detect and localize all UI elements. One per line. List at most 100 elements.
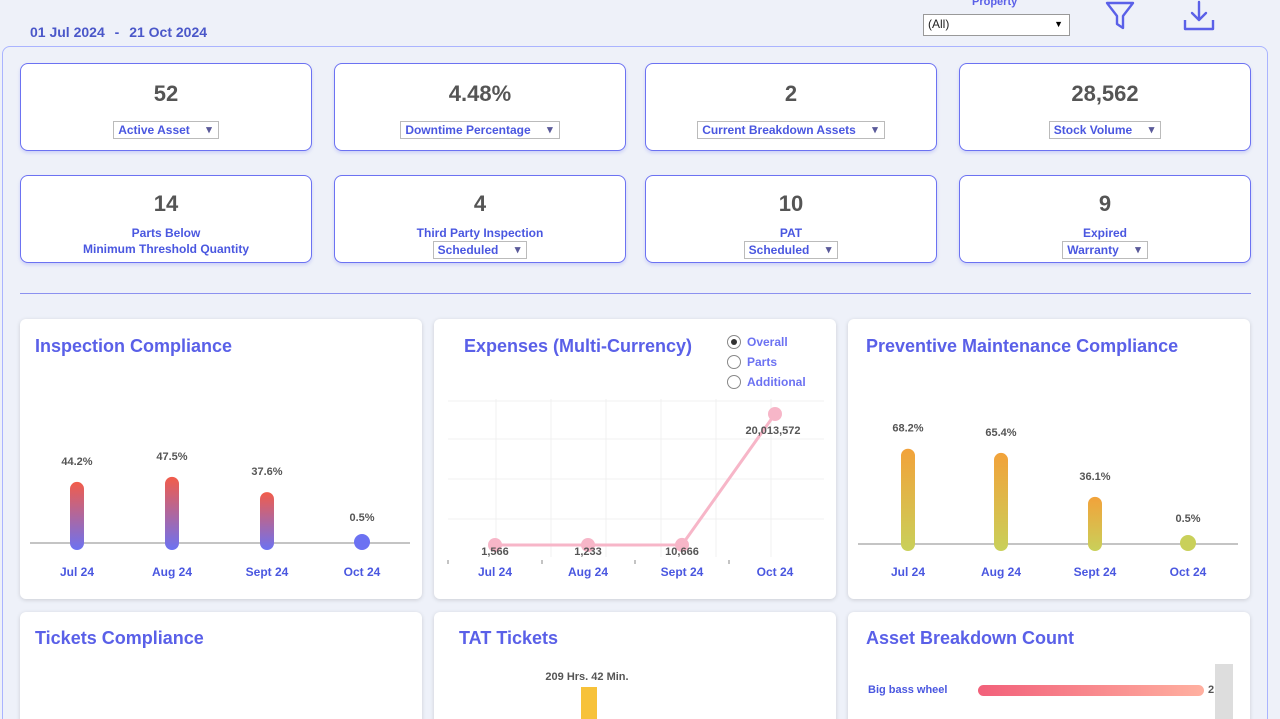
kpi-downtime[interactable]: 4.48% Downtime Percentage: [334, 63, 626, 151]
x-tick-label: Jul 24: [478, 565, 512, 579]
property-value: (All): [928, 17, 950, 31]
date-to: 21 Oct 2024: [129, 24, 208, 40]
x-tick-label: Sept 24: [661, 565, 704, 579]
bar-value-label: 209 Hrs. 42 Min.: [545, 671, 629, 683]
tat-tickets-card: TAT Tickets 209 Hrs. 42 Min.: [434, 612, 836, 719]
kpi-value: 9: [1098, 191, 1112, 216]
kpi-label: Expired: [1082, 226, 1127, 240]
kpi-label: Parts Below Minimum Threshold Quantity: [82, 226, 249, 256]
bar: [165, 476, 179, 550]
section-divider: [20, 293, 1251, 294]
x-tick-label: Sept 24: [1074, 565, 1117, 579]
bar: [994, 452, 1008, 551]
bar: [354, 534, 370, 550]
radio-icon: [727, 375, 741, 389]
data-label: 20,013,572: [745, 425, 800, 437]
date-from: 01 Jul 2024: [30, 24, 105, 40]
bar-value-label: 44.2%: [61, 456, 92, 468]
kpi-third-party-inspection[interactable]: 4 Third Party Inspection Scheduled: [334, 175, 626, 263]
property-select[interactable]: (All) ▼: [923, 14, 1070, 36]
kpi-dropdown[interactable]: Current Breakdown Assets: [697, 121, 885, 139]
expenses-chart: 1,566 Jul 24 1,233 Aug 24 10,666 Sept 24 20,01…: [447, 399, 824, 579]
card-title: Tickets Compliance: [35, 628, 204, 648]
chevron-down-icon: ▼: [1054, 19, 1063, 29]
asset-breakdown-card: Asset Breakdown Count Big bass wheel 2: [848, 612, 1250, 719]
radio-selected-icon: [727, 335, 741, 349]
inspection-chart: 44.2% Jul 24 47.5% Aug 24 37.6% Sept 24 0.5% Oc…: [30, 451, 410, 579]
x-tick-label: Oct 24: [757, 565, 794, 579]
bar-value-label: 65.4%: [985, 427, 1016, 439]
radio-additional[interactable]: Additional: [727, 375, 806, 389]
kpi-dropdown[interactable]: Warranty: [1062, 241, 1148, 259]
kpi-value: 2: [784, 81, 798, 106]
kpi-parts-below-threshold[interactable]: 14 Parts Below Minimum Threshold Quantity: [20, 175, 312, 263]
kpi-dropdown[interactable]: Downtime Percentage: [400, 121, 560, 139]
kpi-breakdown-assets[interactable]: 2 Current Breakdown Assets: [645, 63, 937, 151]
series-line: [494, 413, 777, 547]
bar-value-label: 2: [1208, 684, 1215, 696]
bar: [901, 448, 915, 551]
radio-icon: [727, 355, 741, 369]
kpi-value: 4.48%: [448, 81, 512, 106]
pm-chart: 68.2% Jul 24 65.4% Aug 24 36.1% Sept 24 0.5% Oc…: [858, 423, 1238, 579]
data-label: 1,566: [481, 546, 509, 558]
x-tick-label: Jul 24: [60, 565, 94, 579]
bar-value-label: 0.5%: [349, 512, 374, 524]
kpi-expired[interactable]: 9 Expired Warranty: [959, 175, 1251, 263]
card-title: TAT Tickets: [459, 628, 559, 648]
card-title: Preventive Maintenance Compliance: [866, 336, 1179, 356]
inspection-compliance-card: Inspection Compliance 44.2% Jul 24 47.5% Au…: [20, 319, 422, 599]
bar-value-label: 37.6%: [251, 466, 282, 478]
date-range[interactable]: 01 Jul 2024 - 21 Oct 2024: [30, 24, 207, 40]
bar-value-label: 36.1%: [1079, 471, 1110, 483]
card-title: Inspection Compliance: [35, 336, 233, 356]
expenses-filter: Overall Parts Additional: [727, 335, 806, 395]
download-icon[interactable]: [1182, 0, 1216, 37]
kpi-dropdown[interactable]: Scheduled: [432, 241, 528, 259]
radio-parts[interactable]: Parts: [727, 355, 806, 369]
filter-icon[interactable]: [1104, 0, 1136, 37]
bar: [260, 492, 274, 550]
kpi-label: PAT: [779, 226, 803, 240]
bar-value-label: 0.5%: [1175, 513, 1200, 525]
kpi-value: 4: [473, 191, 487, 216]
card-title: Expenses (Multi-Currency): [464, 336, 693, 356]
kpi-dropdown[interactable]: Active Asset: [113, 121, 219, 139]
card-title: Asset Breakdown Count: [866, 628, 1075, 648]
kpi-pat[interactable]: 10 PAT Scheduled: [645, 175, 937, 263]
preventive-maintenance-card: Preventive Maintenance Compliance 68.2% J…: [848, 319, 1250, 599]
kpi-value: 10: [778, 191, 804, 216]
x-tick-label: Jul 24: [891, 565, 925, 579]
kpi-value: 52: [153, 81, 179, 106]
bar: [1180, 535, 1196, 551]
x-tick-label: Aug 24: [981, 565, 1021, 579]
breakdown-bar: [978, 685, 1204, 696]
x-tick-label: Sept 24: [246, 565, 289, 579]
kpi-dropdown[interactable]: Scheduled: [743, 241, 839, 259]
property-label: Property: [972, 0, 1018, 8]
data-point: [488, 537, 502, 552]
expenses-card: Expenses (Multi-Currency) Overall Parts …: [434, 319, 836, 599]
tickets-compliance-card: Tickets Compliance: [20, 612, 422, 719]
x-tick-label: Oct 24: [344, 565, 381, 579]
x-tick-label: Aug 24: [568, 565, 608, 579]
radio-overall[interactable]: Overall: [727, 335, 806, 349]
bar: [70, 481, 84, 550]
data-label: 1,233: [574, 546, 602, 558]
scrollbar[interactable]: [1215, 664, 1233, 719]
tat-bar: [581, 687, 597, 719]
kpi-active-asset[interactable]: 52 Active Asset: [20, 63, 312, 151]
data-point: [675, 537, 689, 552]
kpi-label: Third Party Inspection: [416, 226, 544, 240]
bar-category-label: Big bass wheel: [868, 684, 948, 696]
kpi-dropdown[interactable]: Stock Volume: [1048, 121, 1162, 139]
kpi-value: 14: [153, 191, 179, 216]
x-tick-label: Oct 24: [1170, 565, 1207, 579]
kpi-stock-volume[interactable]: 28,562 Stock Volume: [959, 63, 1251, 151]
data-label: 10,666: [665, 546, 699, 558]
bar-value-label: 47.5%: [156, 451, 187, 463]
bar-value-label: 68.2%: [892, 423, 923, 435]
data-point: [768, 407, 782, 421]
bar: [1088, 496, 1102, 551]
date-separator: -: [114, 24, 120, 40]
